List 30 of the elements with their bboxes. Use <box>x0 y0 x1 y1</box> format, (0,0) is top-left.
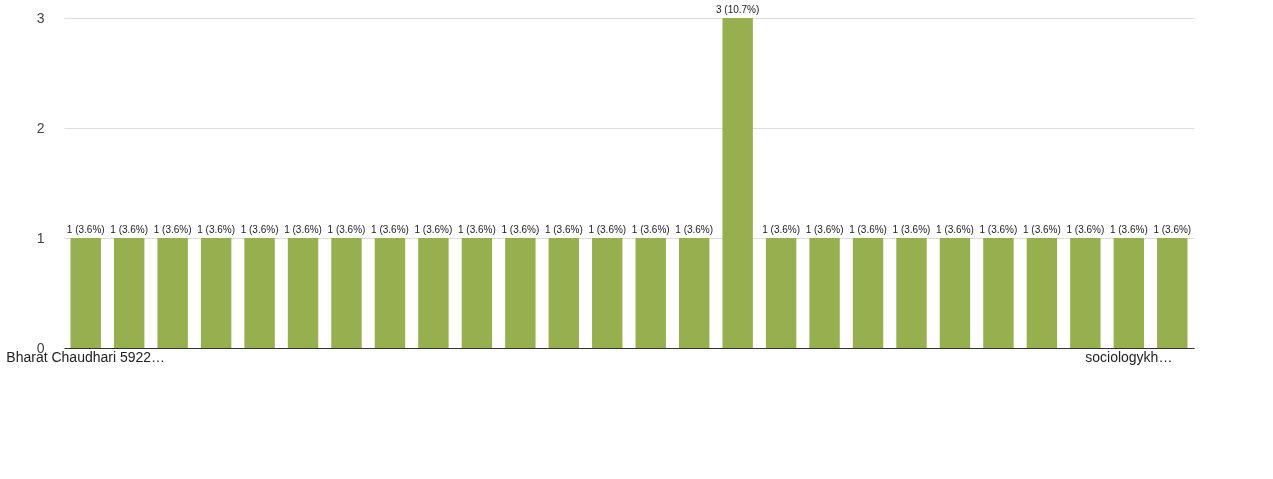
data-label: 1 (3.6%) <box>371 224 409 235</box>
data-label: 1 (3.6%) <box>327 224 366 235</box>
data-label: 1 (3.6%) <box>66 224 105 235</box>
data-label: 1 (3.6%) <box>240 224 279 235</box>
x-tick-label: sociologykh… <box>1085 348 1173 365</box>
data-label: 1 (3.6%) <box>544 224 583 235</box>
y-tick-label: 2 <box>36 119 45 136</box>
data-label: 1 (3.6%) <box>457 224 496 235</box>
y-tick-label: 1 <box>36 229 45 246</box>
data-label: 1 (3.6%) <box>936 224 974 235</box>
data-label: 1 (3.6%) <box>284 224 322 235</box>
data-label: 1 (3.6%) <box>1022 224 1061 235</box>
y-tick-label: 3 <box>36 9 45 26</box>
data-label: 1 (3.6%) <box>110 224 149 235</box>
data-label: 1 (3.6%) <box>1153 224 1192 235</box>
data-label: 1 (3.6%) <box>675 224 714 235</box>
data-label: 1 (3.6%) <box>762 224 801 235</box>
data-label: 1 (3.6%) <box>892 224 931 235</box>
data-label: 1 (3.6%) <box>197 224 236 235</box>
data-label: 1 (3.6%) <box>979 224 1018 235</box>
data-label: 1 (3.6%) <box>849 224 887 235</box>
data-label: 1 (3.6%) <box>1109 224 1148 235</box>
data-label: 1 (3.6%) <box>631 224 670 235</box>
data-label: 3 (10.7%) <box>715 4 760 15</box>
data-label: 1 (3.6%) <box>588 224 627 235</box>
data-label: 1 (3.6%) <box>805 224 844 235</box>
data-label: 1 (3.6%) <box>1066 224 1105 235</box>
data-label: 1 (3.6%) <box>501 224 540 235</box>
data-label: 1 (3.6%) <box>153 224 192 235</box>
data-label: 1 (3.6%) <box>414 224 453 235</box>
